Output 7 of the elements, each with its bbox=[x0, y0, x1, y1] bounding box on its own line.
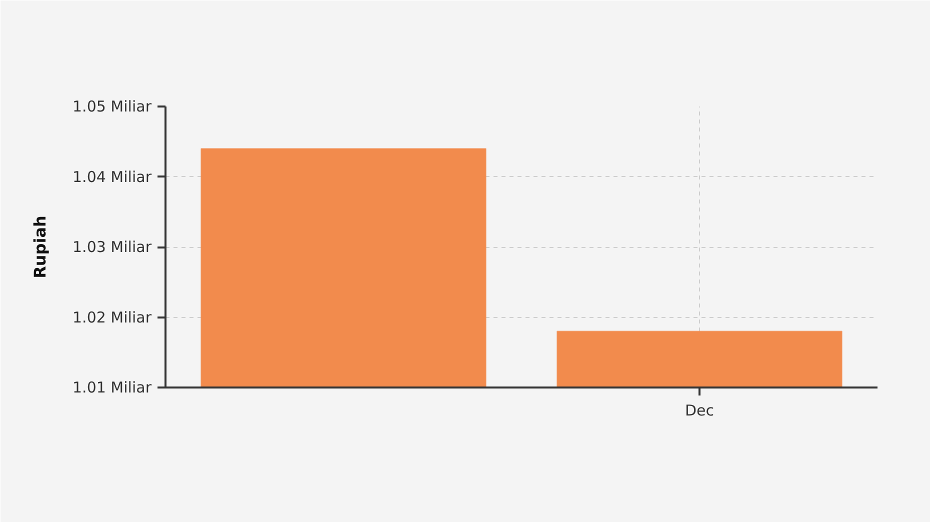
y-axis-title: Rupiah bbox=[30, 216, 50, 278]
y-tick-label: 1.02 Miliar bbox=[72, 308, 152, 326]
x-tick-label: Dec bbox=[684, 402, 714, 420]
y-tick-label: 1.05 Miliar bbox=[72, 98, 152, 116]
y-tick-label: 1.01 Miliar bbox=[72, 378, 152, 396]
y-tick-label: 1.03 Miliar bbox=[72, 238, 152, 256]
y-tick-label: 1.04 Miliar bbox=[72, 168, 152, 186]
